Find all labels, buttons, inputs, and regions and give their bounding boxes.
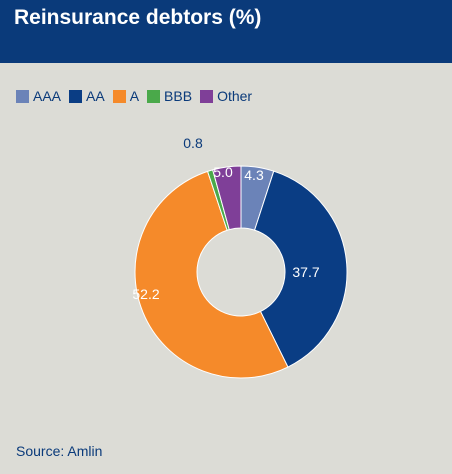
- header-bar: Reinsurance debtors (%): [0, 0, 452, 63]
- legend-item-bbb: BBB: [147, 88, 192, 104]
- legend: AAA AA A BBB Other: [16, 87, 260, 105]
- legend-swatch-aa: [69, 89, 83, 103]
- legend-swatch-bbb: [147, 89, 161, 103]
- legend-label-aa: AA: [86, 88, 105, 104]
- legend-item-other: Other: [200, 88, 252, 104]
- legend-item-a: A: [112, 88, 140, 104]
- legend-swatch-other: [200, 89, 214, 103]
- legend-item-aaa: AAA: [16, 88, 61, 104]
- legend-label-bbb: BBB: [164, 88, 193, 104]
- legend-label-a: A: [129, 88, 140, 104]
- legend-swatch-aaa: [16, 89, 29, 103]
- slice-other: [212, 165, 242, 231]
- slice-a: [134, 170, 289, 379]
- data-label-aaa: 5.0: [213, 164, 233, 180]
- legend-label-other: Other: [217, 88, 253, 104]
- legend-label-aaa: AAA: [33, 88, 62, 104]
- data-label-a: 52.2: [132, 286, 159, 302]
- donut-chart: 5.0 37.7 52.2 0.8 4.3: [132, 135, 348, 379]
- source-note: Source: Amlin: [16, 443, 103, 459]
- chart-title: Reinsurance debtors (%): [14, 6, 262, 29]
- data-label-bbb: 0.8: [183, 135, 203, 151]
- data-label-other: 4.3: [244, 167, 264, 183]
- data-label-aa: 37.7: [292, 264, 319, 280]
- legend-item-aa: AA: [69, 88, 105, 104]
- legend-swatch-a: [112, 89, 126, 103]
- slice-aa: [253, 170, 348, 368]
